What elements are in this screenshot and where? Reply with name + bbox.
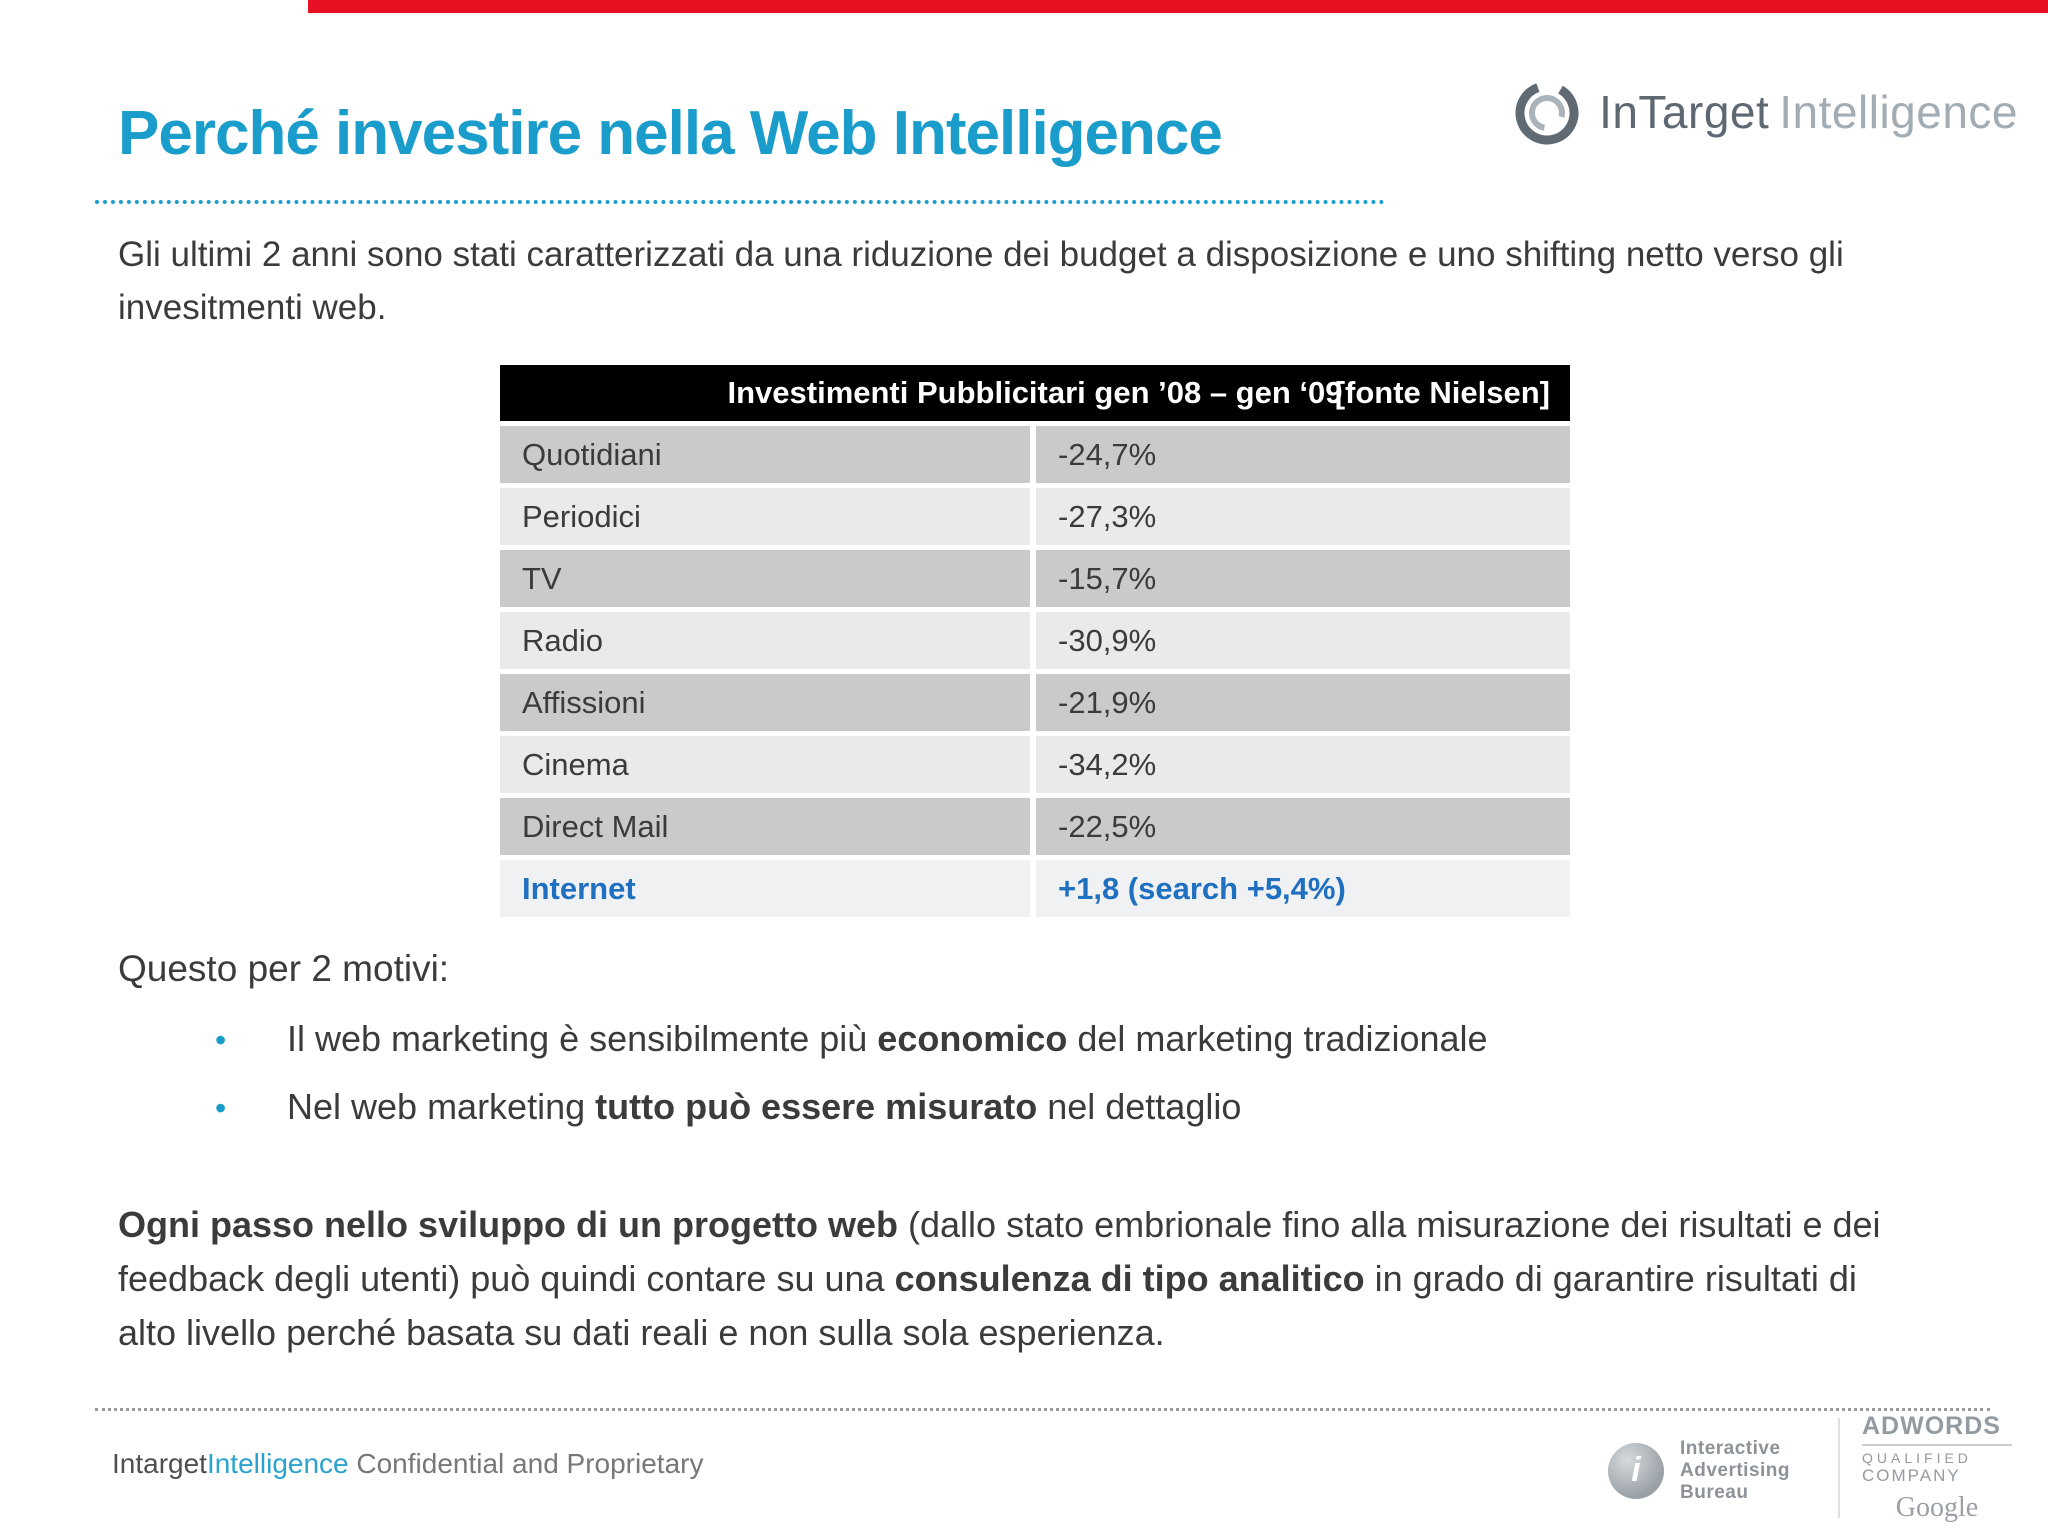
title-divider [95, 200, 1385, 204]
iab-logo-icon: i [1608, 1442, 1664, 1499]
adwords-title: ADWORDS [1862, 1412, 2012, 1446]
row-label: Internet [500, 860, 1030, 917]
row-value: -24,7% [1036, 426, 1570, 483]
row-value: -30,9% [1036, 612, 1570, 669]
row-label: Radio [500, 612, 1030, 669]
intarget-logo: InTarget Intelligence [1507, 72, 2018, 152]
adwords-badge: ADWORDS QUALIFIED COMPANY Google [1862, 1412, 2012, 1524]
closing-paragraph: Ogni passo nello sviluppo di un progetto… [118, 1198, 1908, 1360]
table-row: Periodici -27,3% [500, 488, 1570, 545]
list-item: • Nel web marketing tutto può essere mis… [215, 1086, 1488, 1128]
text-segment: del marketing tradizionale [1067, 1018, 1488, 1059]
footer-brand-intelligence: Intelligence [206, 1448, 349, 1479]
row-value: +1,8 (search +5,4%) [1036, 860, 1570, 917]
table-header-source: [fonte Nielsen] [1334, 375, 1550, 410]
page-title: Perché investire nella Web Intelligence [118, 99, 1223, 168]
list-item-text: Nel web marketing tutto può essere misur… [287, 1086, 1241, 1128]
text-segment: nel dettaglio [1037, 1086, 1242, 1127]
table-row: Direct Mail -22,5% [500, 798, 1570, 855]
footer-divider [95, 1408, 1990, 1411]
investments-table: Investimenti Pubblicitari gen ’08 – gen … [500, 365, 1570, 917]
table-row: Quotidiani -24,7% [500, 426, 1570, 483]
adwords-company: COMPANY [1862, 1466, 1961, 1485]
badge-divider [1838, 1418, 1840, 1518]
logo-text: InTarget Intelligence [1599, 85, 2018, 139]
footer-brand-intarget: Intarget [112, 1448, 207, 1479]
table-row: Cinema -34,2% [500, 736, 1570, 793]
iab-badge: i Interactive Advertising Bureau [1608, 1438, 1790, 1504]
footer-text: Confidential and Proprietary [348, 1448, 704, 1479]
row-value: -34,2% [1036, 736, 1570, 793]
bullet-icon: • [215, 1090, 227, 1126]
text-segment-bold: economico [877, 1018, 1068, 1059]
iab-glyph: i [1631, 1451, 1641, 1490]
table-header-title: Investimenti Pubblicitari gen ’08 – gen … [727, 375, 1343, 410]
table-header: Investimenti Pubblicitari gen ’08 – gen … [500, 365, 1570, 421]
table-row: TV -15,7% [500, 550, 1570, 607]
reasons-list: • Il web marketing è sensibilmente più e… [215, 1018, 1488, 1154]
row-label: Quotidiani [500, 426, 1030, 483]
text-segment-bold: Ogni passo nello sviluppo di un progetto… [118, 1204, 899, 1245]
text-segment: Nel web marketing [287, 1086, 596, 1127]
list-item: • Il web marketing è sensibilmente più e… [215, 1018, 1488, 1060]
row-label: Affissioni [500, 674, 1030, 731]
table-row: Affissioni -21,9% [500, 674, 1570, 731]
intro-paragraph: Gli ultimi 2 anni sono stati caratterizz… [118, 235, 1844, 328]
iab-line: Advertising [1680, 1459, 1791, 1481]
table-row-internet: Internet +1,8 (search +5,4%) [500, 860, 1570, 917]
row-label: TV [500, 550, 1030, 607]
text-segment-bold: tutto può essere misurato [595, 1086, 1038, 1127]
google-logo: Google [1895, 1492, 1979, 1523]
reasons-heading: Questo per 2 motivi: [118, 948, 450, 989]
intarget-logo-icon [1515, 81, 1579, 145]
row-value: -15,7% [1036, 550, 1570, 607]
iab-text: Interactive Advertising Bureau [1680, 1438, 1790, 1504]
text-segment-bold: consulenza di tipo analitico [894, 1258, 1365, 1299]
row-label: Direct Mail [500, 798, 1030, 855]
row-value: -27,3% [1036, 488, 1570, 545]
row-label: Cinema [500, 736, 1030, 793]
adwords-qualified: QUALIFIED [1862, 1450, 1972, 1466]
text-segment: (dallo stato embrionale fino alla misura… [118, 1204, 1881, 1299]
row-label: Periodici [500, 488, 1030, 545]
logo-text-intarget: InTarget [1599, 86, 1770, 138]
footer-confidential: IntargetIntelligence Confidential and Pr… [112, 1448, 703, 1480]
iab-line: Interactive [1680, 1438, 1781, 1459]
list-item-text: Il web marketing è sensibilmente più eco… [287, 1018, 1488, 1060]
row-value: -21,9% [1036, 674, 1570, 731]
bullet-icon: • [215, 1022, 227, 1058]
top-accent-bar [308, 0, 2048, 13]
text-segment: in grado di garantire risultati di alto … [118, 1258, 1857, 1353]
iab-line: Bureau [1680, 1481, 1749, 1503]
logo-text-intelligence: Intelligence [1779, 86, 2018, 138]
text-segment: Il web marketing è sensibilmente più [287, 1018, 878, 1059]
table-row: Radio -30,9% [500, 612, 1570, 669]
row-value: -22,5% [1036, 798, 1570, 855]
